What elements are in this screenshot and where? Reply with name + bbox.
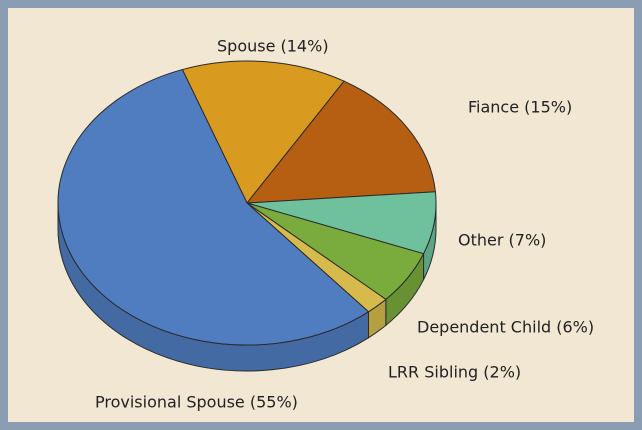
slice (57, 68, 370, 346)
slice-label: Provisional Spouse (55%) (95, 393, 298, 412)
slice-label: Spouse (14%) (217, 37, 329, 56)
slice-label: Dependent Child (6%) (417, 318, 594, 337)
slice (181, 60, 345, 204)
slice-label: LRR Sibling (2%) (388, 363, 521, 382)
slice-label: Fiance (15%) (468, 98, 572, 117)
slice (245, 80, 436, 204)
slice-label: Other (7%) (458, 231, 546, 250)
